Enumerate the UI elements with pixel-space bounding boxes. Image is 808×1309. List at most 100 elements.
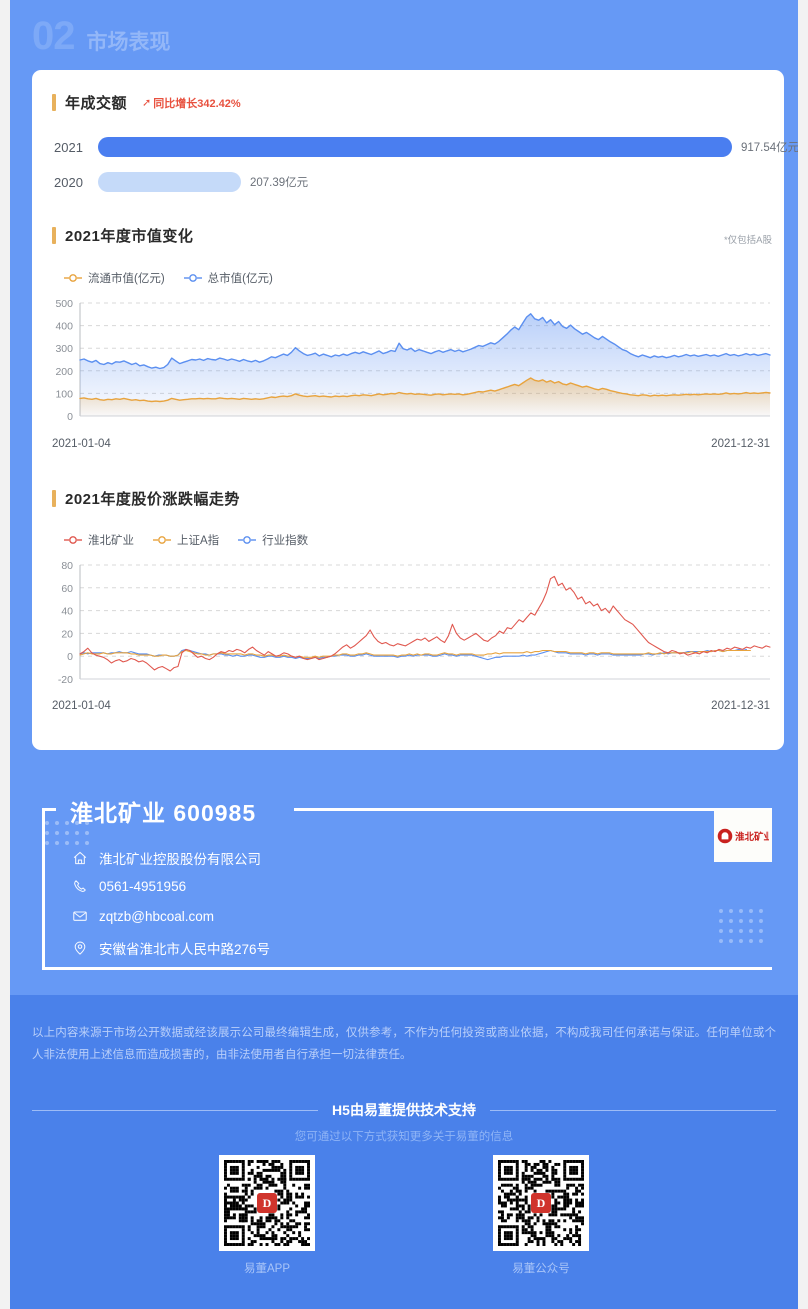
- svg-text:60: 60: [61, 583, 73, 595]
- marketcap-note: *仅包括A股: [723, 235, 772, 246]
- bar-fill: [98, 137, 732, 157]
- accent-bar-icon: [52, 94, 56, 111]
- qr-label: 易董APP: [243, 1263, 290, 1275]
- location-icon: [74, 941, 86, 955]
- bar-track: [98, 172, 241, 192]
- svg-text:200: 200: [55, 366, 73, 378]
- info-frame-top-right: [294, 808, 772, 811]
- marketcap-chart-svg: 0 100 200 300 400 500: [55, 298, 771, 423]
- pricetrend-title: 2021年度股价涨跌幅走势: [52, 488, 240, 509]
- dot-pattern-icon: [45, 821, 89, 845]
- pricetrend-chart-svg: -20 0 20 40 60 80: [58, 560, 771, 686]
- svg-text:300: 300: [55, 343, 73, 355]
- section-number: 02: [32, 14, 75, 58]
- info-frame-top-left: [42, 808, 56, 811]
- company-info: 淮北矿业 600985 淮北矿业控股股份有限公司 0561-4951956 zq…: [42, 790, 772, 970]
- company-field-address: 安徽省淮北市人民中路276号: [72, 938, 270, 958]
- qr-label: 易董公众号: [512, 1263, 570, 1275]
- turnover-title-text: 年成交额: [65, 95, 128, 112]
- company-field-fullname: 淮北矿业控股股份有限公司: [72, 848, 261, 868]
- pricetrend-title-text: 2021年度股价涨跌幅走势: [65, 491, 240, 508]
- marketcap-title: 2021年度市值变化: [52, 225, 193, 246]
- qr-frame: D: [219, 1155, 315, 1251]
- turnover-row-2021: 2021 917.54亿元: [54, 136, 798, 158]
- mail-icon: [73, 911, 87, 921]
- turnover-row-2020: 2020 207.39亿元: [54, 171, 308, 193]
- info-frame-border: [42, 808, 772, 970]
- marketcap-legend: 流通市值(亿元) 总市值(亿元): [64, 270, 273, 286]
- company-field-phone: 0561-4951956: [72, 878, 186, 894]
- pricetrend-chart[interactable]: -20 0 20 40 60 80: [40, 557, 776, 697]
- legend-item-total[interactable]: 总市值(亿元): [183, 270, 273, 286]
- legend-label: 上证A指: [177, 535, 220, 547]
- legend-label: 流通市值(亿元): [88, 273, 165, 285]
- accent-bar-icon: [52, 227, 56, 244]
- legend-item-circulating[interactable]: 流通市值(亿元): [64, 270, 165, 286]
- footer-disclaimer: 以上内容来源于市场公开数据或经该展示公司最终编辑生成，仅供参考，不作为任何投资或…: [32, 1027, 776, 1061]
- pricetrend-date-start: 2021-01-04: [52, 700, 111, 712]
- svg-text:500: 500: [55, 298, 73, 310]
- bar-year-label: 2020: [54, 174, 83, 190]
- accent-bar-icon: [52, 490, 56, 507]
- footer-support-text: H5由易董提供技术支持: [332, 1102, 476, 1118]
- svg-text:20: 20: [61, 628, 73, 640]
- legend-marker-icon: [183, 274, 202, 282]
- qr-frame: D: [493, 1155, 589, 1251]
- phone-icon: [74, 880, 86, 892]
- bar-value-label: 917.54亿元: [741, 142, 798, 154]
- company-address-value: 安徽省淮北市人民中路276号: [99, 942, 271, 957]
- bar-fill: [98, 172, 241, 192]
- qr-center-logo: D: [531, 1193, 551, 1213]
- bar-year-label: 2021: [54, 139, 83, 155]
- arrow-up-icon: ➚: [142, 97, 152, 109]
- company-email-value[interactable]: zqtzb@hbcoal.com: [99, 908, 215, 924]
- legend-item-industry[interactable]: 行业指数: [238, 532, 308, 548]
- marketcap-date-start: 2021-01-04: [52, 438, 111, 450]
- company-logo: 淮北矿业: [714, 810, 772, 862]
- footer: 以上内容来源于市场公开数据或经该展示公司最终编辑生成，仅供参考，不作为任何投资或…: [10, 995, 798, 1309]
- svg-text:-20: -20: [58, 674, 73, 686]
- legend-item-index-a[interactable]: 上证A指: [153, 532, 219, 548]
- market-performance-card: 年成交额 ➚ 同比增长342.42% 2021 917.54亿元 2020 20…: [32, 70, 798, 750]
- company-fullname-value: 淮北矿业控股股份有限公司: [99, 852, 261, 867]
- home-icon: [73, 851, 87, 865]
- section-title: 市场表现: [86, 31, 171, 54]
- legend-marker-icon: [153, 536, 171, 544]
- legend-label: 行业指数: [262, 535, 309, 547]
- footer-qr-row: D 易董APP D 易董公众号: [10, 1155, 798, 1276]
- legend-marker-icon: [64, 536, 82, 544]
- marketcap-chart[interactable]: 0 100 200 300 400 500: [40, 295, 776, 430]
- legend-item-company[interactable]: 淮北矿业: [64, 532, 134, 548]
- footer-sub-note: 您可通过以下方式获知更多关于易董的信息: [294, 1131, 514, 1143]
- svg-text:淮北矿业: 淮北矿业: [735, 831, 769, 843]
- qr-cell-app[interactable]: D 易董APP: [219, 1155, 315, 1276]
- legend-marker-icon: [64, 274, 82, 282]
- growth-label: 同比增长342.42%: [153, 97, 241, 110]
- qr-center-logo: D: [257, 1193, 277, 1213]
- bar-track: [98, 137, 732, 157]
- svg-text:40: 40: [61, 606, 73, 618]
- marketcap-title-text: 2021年度市值变化: [65, 228, 194, 245]
- divider-left: [32, 1109, 319, 1111]
- svg-text:400: 400: [55, 321, 73, 333]
- svg-text:0: 0: [67, 411, 73, 423]
- svg-text:80: 80: [61, 560, 73, 572]
- svg-text:100: 100: [55, 388, 73, 400]
- legend-label: 淮北矿业: [88, 535, 134, 547]
- legend-label: 总市值(亿元): [207, 273, 273, 285]
- turnover-title: 年成交额 ➚ 同比增长342.42%: [52, 92, 241, 113]
- page-root: 02 市场表现 年成交额 ➚ 同比增长342.42% 2021 917.54亿元…: [10, 0, 798, 1309]
- company-logo-mark-icon: 淮北矿业: [717, 828, 769, 844]
- company-field-email: zqtzb@hbcoal.com: [72, 908, 214, 924]
- marketcap-date-end: 2021-12-31: [711, 438, 770, 450]
- company-phone-value[interactable]: 0561-4951956: [99, 878, 187, 894]
- company-name: 淮北矿业 600985: [70, 800, 257, 826]
- growth-badge: ➚ 同比增长342.42%: [142, 95, 241, 111]
- pricetrend-legend: 淮北矿业 上证A指 行业指数: [64, 532, 308, 548]
- legend-marker-icon: [238, 536, 257, 544]
- dot-pattern-icon: [719, 909, 763, 943]
- qr-cell-official[interactable]: D 易董公众号: [493, 1155, 589, 1276]
- pricetrend-date-end: 2021-12-31: [711, 700, 770, 712]
- svg-text:0: 0: [67, 651, 73, 663]
- section-header: 02 市场表现: [32, 16, 171, 56]
